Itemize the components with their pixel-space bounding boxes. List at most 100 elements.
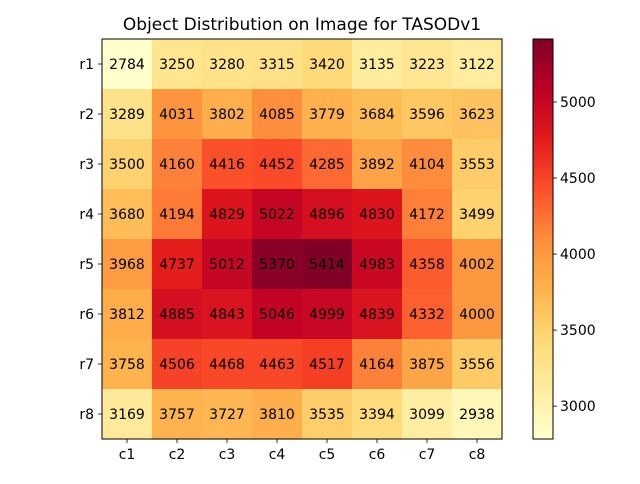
cell-value-label: 3499 (459, 207, 495, 223)
heatmap-cell (152, 239, 203, 290)
colorbar-gradient (532, 38, 554, 440)
heatmap-cell (352, 239, 403, 290)
cell-value-label: 3315 (259, 57, 295, 73)
heatmap-cell (352, 339, 403, 390)
cell-value-label: 4000 (459, 307, 495, 323)
cell-value-label: 4285 (309, 157, 345, 173)
cell-value-label: 3623 (459, 107, 495, 123)
heatmap-axes: c1 c2 c3 c4 c5 c6 c7 c8 r1 r2 r3 r4 r5 r6 r7 r8 (79, 38, 503, 463)
colorbar: 3000 3500 4000 4500 5000 (532, 38, 596, 440)
chart-title: Object Distribution on Image for TASODv1 (123, 15, 481, 35)
heatmap-cell (102, 189, 153, 240)
heatmap-cell (402, 289, 453, 340)
cell-value-label: 4885 (159, 307, 195, 323)
heatmap-cell (452, 89, 503, 140)
cell-value-label: 3169 (109, 407, 145, 423)
cell-value-label: 3553 (459, 157, 495, 173)
heatmap-cell (302, 189, 353, 240)
heatmap-cell (452, 389, 503, 440)
heatmap-cell (302, 289, 353, 340)
colorbar-tick-label: 4000 (560, 247, 596, 263)
cell-value-label: 4983 (359, 257, 395, 273)
y-tick-label: r7 (79, 357, 94, 373)
cell-value-label: 4452 (259, 157, 295, 173)
cell-value-label: 3875 (409, 357, 445, 373)
heatmap-cell (252, 289, 303, 340)
heatmap-cell (202, 189, 253, 240)
heatmap-cell (252, 139, 303, 190)
heatmap-cell (402, 389, 453, 440)
heatmap-cell (402, 339, 453, 390)
cell-value-label: 3779 (309, 107, 345, 123)
cell-value-label: 3810 (259, 407, 295, 423)
heatmap-cell (152, 339, 203, 390)
heatmap-cell (252, 339, 303, 390)
cell-value-label: 5414 (309, 257, 345, 273)
cell-value-label: 4737 (159, 257, 195, 273)
cell-value-label: 3420 (309, 57, 345, 73)
cell-value-label: 4358 (409, 257, 445, 273)
heatmap-cell (102, 39, 153, 90)
cell-value-label: 5012 (209, 257, 245, 273)
heatmap-cell (202, 139, 253, 190)
heatmap-cell (452, 239, 503, 290)
heatmap-cell (302, 39, 353, 90)
heatmap-cell (102, 139, 153, 190)
heatmap-cell (102, 239, 153, 290)
cell-value-label: 3757 (159, 407, 195, 423)
heatmap-cells (102, 39, 503, 440)
cell-value-label: 4172 (409, 207, 445, 223)
colorbar-tick-label: 3500 (560, 323, 596, 339)
cell-value-label: 4160 (159, 157, 195, 173)
cell-value-label: 3802 (209, 107, 245, 123)
heatmap-cell (102, 89, 153, 140)
y-tick-label: r6 (79, 307, 94, 323)
heatmap-cell (102, 389, 153, 440)
heatmap-cell (452, 139, 503, 190)
heatmap-cell (252, 239, 303, 290)
heatmap-cell (152, 89, 203, 140)
colorbar-tick-label: 5000 (560, 95, 596, 111)
cell-value-label: 4468 (209, 357, 245, 373)
cell-value-label: 3684 (359, 107, 395, 123)
y-tick-label: r4 (79, 207, 94, 223)
heatmap-cell (352, 189, 403, 240)
x-tick-label: c4 (269, 447, 286, 463)
cell-value-label: 4843 (209, 307, 245, 323)
cell-value-label: 3680 (109, 207, 145, 223)
heatmap-cell (352, 389, 403, 440)
heatmap-cell (452, 339, 503, 390)
cell-value-label: 2784 (109, 57, 145, 73)
heatmap-cell (202, 89, 253, 140)
cell-value-label: 4416 (209, 157, 245, 173)
heatmap-cell (202, 289, 253, 340)
x-tick-label: c8 (469, 447, 486, 463)
cell-value-label: 3556 (459, 357, 495, 373)
heatmap-cell (402, 39, 453, 90)
heatmap-cell (152, 389, 203, 440)
heatmap-cell (302, 139, 353, 190)
heatmap-cell (452, 39, 503, 90)
y-tick-label: r1 (79, 57, 94, 73)
heatmap-cell (402, 89, 453, 140)
heatmap-cell (152, 189, 203, 240)
heatmap-cell (352, 89, 403, 140)
cell-value-label: 3812 (109, 307, 145, 323)
cell-value-label: 4031 (159, 107, 195, 123)
heatmap-cell (252, 39, 303, 90)
cell-value-label: 4517 (309, 357, 345, 373)
cell-value-label: 3758 (109, 357, 145, 373)
cell-value-label: 4332 (409, 307, 445, 323)
heatmap-cell (202, 339, 253, 390)
y-tick-label: r2 (79, 107, 94, 123)
heatmap-cell (152, 39, 203, 90)
cell-value-label: 4839 (359, 307, 395, 323)
cell-value-label: 3289 (109, 107, 145, 123)
cell-value-label: 4164 (359, 357, 395, 373)
x-tick-label: c3 (219, 447, 236, 463)
heatmap-cell (302, 239, 353, 290)
cell-value-label: 3892 (359, 157, 395, 173)
cell-value-label: 4104 (409, 157, 445, 173)
